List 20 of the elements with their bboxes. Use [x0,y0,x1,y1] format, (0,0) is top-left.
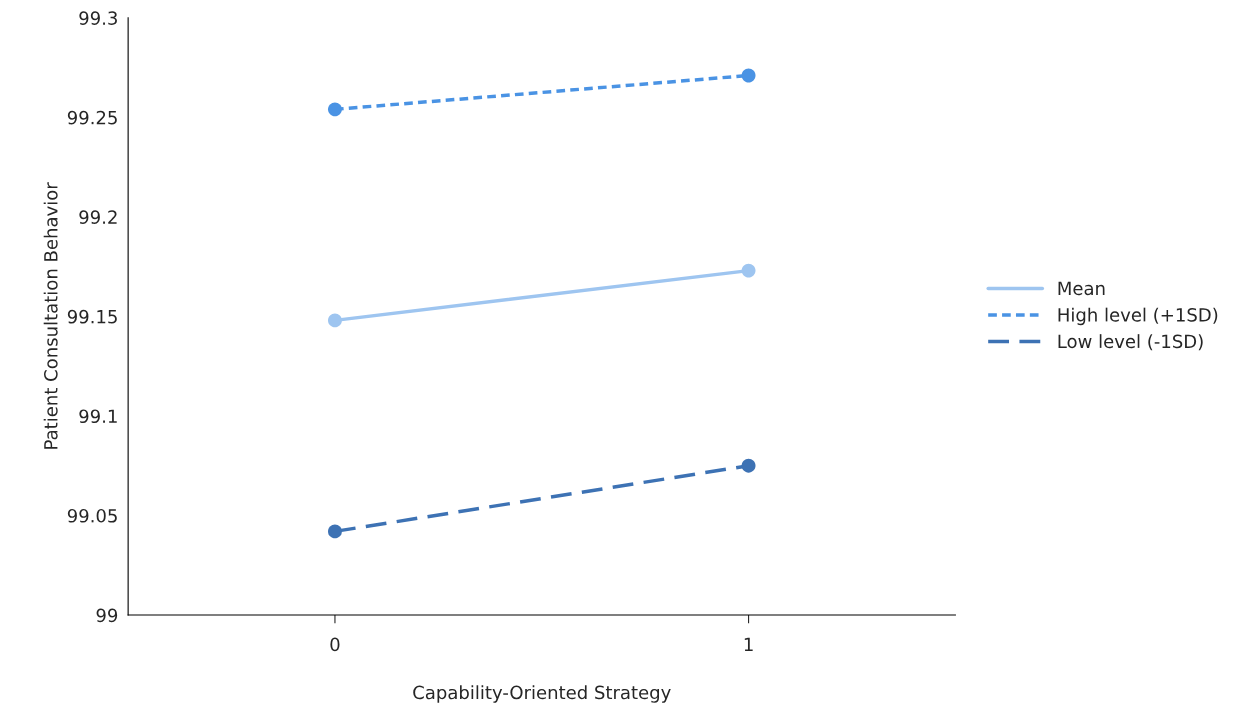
legend-label: Mean [1058,281,1105,296]
legend-label: High level (+1SD) [1058,307,1218,326]
point [328,524,342,539]
point [741,263,756,278]
x-tick-label: 1 [744,637,753,651]
y-tick-label: 99.3 [79,11,117,25]
point [741,458,756,473]
legend-label: Low level (-1SD) [1058,334,1203,351]
x-tick-label: 0 [330,637,340,652]
y-tick-label: 99 [96,608,118,623]
y-tick-label: 99.2 [79,210,117,224]
x-axis-title: Capability-Oriented Strategy [413,685,671,703]
point [328,102,342,117]
y-tick-label: 99.25 [67,110,117,125]
y-tick-label: 99.1 [79,409,117,424]
point [741,68,756,83]
y-axis-title: Patient Consultation Behavior [43,182,58,449]
point [328,313,342,328]
y-tick-label: 99.05 [67,508,117,523]
y-tick-label: 99.15 [67,309,117,324]
